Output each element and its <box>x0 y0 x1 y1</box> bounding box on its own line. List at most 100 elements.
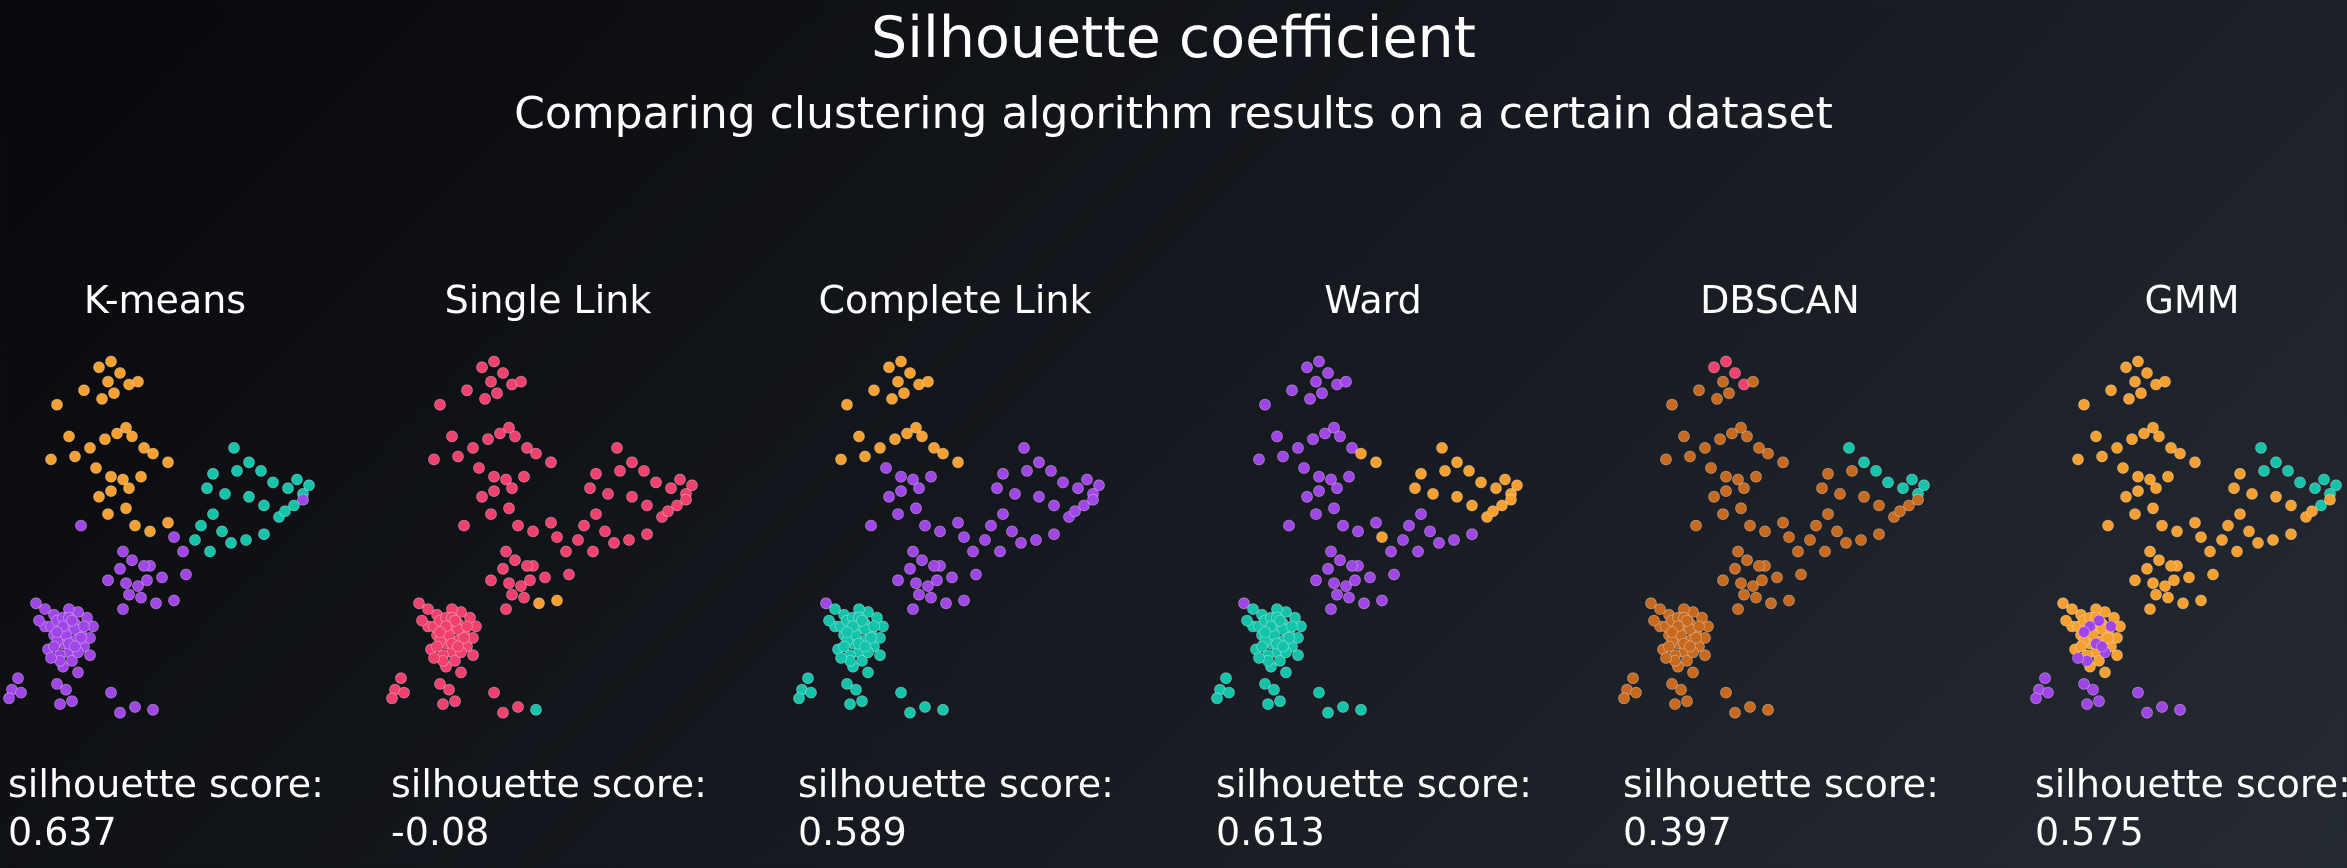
scatter-point <box>2174 703 2186 716</box>
scatter-point <box>551 531 563 544</box>
scatter-point <box>1843 442 1855 454</box>
scatter-point <box>1708 361 1720 374</box>
scatter-point <box>201 482 213 495</box>
scatter-point <box>150 597 162 610</box>
scatter-point <box>1271 430 1283 443</box>
scatter-point <box>2171 525 2183 538</box>
scatter-point <box>901 427 913 440</box>
scatter-point <box>2156 519 2168 532</box>
scatter-point <box>1397 534 1409 546</box>
scatter-point <box>1334 554 1346 567</box>
scatter-point <box>1292 649 1304 662</box>
scatter-point <box>114 367 126 379</box>
scatter-point <box>69 450 81 463</box>
scatter-panel: Single Link silhouette score: -0.08 <box>383 270 773 868</box>
scatter-point <box>2159 580 2171 593</box>
scatter-point <box>910 577 922 590</box>
scatter-point <box>1313 686 1325 699</box>
scatter-point <box>841 398 853 411</box>
scatter-point <box>75 631 87 644</box>
scatter-point <box>2324 493 2336 506</box>
scatter-point <box>84 442 96 454</box>
scatter-point <box>1771 571 1783 584</box>
scatter-point <box>2204 545 2216 558</box>
scatter-point <box>527 525 539 538</box>
scatter-point <box>862 666 874 679</box>
scatter-point <box>1855 534 1867 546</box>
scatter-point <box>1048 528 1060 541</box>
scatter-point <box>1870 465 1882 477</box>
scatter-point <box>488 355 500 368</box>
scatter-point <box>2195 531 2207 544</box>
scatter-point <box>500 545 512 558</box>
scatter-point <box>1223 686 1235 699</box>
scatter-point <box>488 485 500 498</box>
scatter-point <box>105 470 117 483</box>
scatter-point <box>473 462 485 474</box>
scatter-point <box>1328 577 1340 590</box>
scatter-plot <box>1211 355 1523 719</box>
scatter-point <box>1630 686 1642 699</box>
scatter-point <box>892 375 904 388</box>
scatter-point <box>2093 654 2105 667</box>
scatter-point <box>1717 508 1729 521</box>
scatter-point <box>1030 534 1042 546</box>
scatter-point <box>985 519 997 532</box>
scatter-point <box>1783 594 1795 607</box>
scatter-point <box>2132 355 2144 368</box>
scatter-point <box>1274 695 1286 708</box>
scatter-point <box>2141 367 2153 379</box>
scatter-point <box>1858 456 1870 469</box>
scatter-point <box>2177 597 2189 610</box>
scatter-point <box>1081 473 1093 486</box>
scatter-point <box>1304 393 1316 405</box>
scatter-point <box>123 482 135 495</box>
scatter-point <box>1720 355 1732 368</box>
scatter-point <box>970 568 982 581</box>
scatter-point <box>2144 545 2156 558</box>
scatter-point <box>1048 499 1060 512</box>
scatter-point <box>1349 574 1361 587</box>
scatter-point <box>979 534 991 546</box>
scatter-point <box>1741 430 1753 443</box>
scatter-point <box>1346 442 1358 454</box>
scatter-point <box>207 508 219 521</box>
scatter-point <box>72 666 84 679</box>
scatter-point <box>147 447 159 460</box>
scatter-point <box>1831 525 1843 538</box>
scatter-point <box>54 698 66 711</box>
scatter-point <box>2111 442 2123 454</box>
scatter-point <box>398 686 410 699</box>
scatter-point <box>680 493 692 506</box>
scatter-point <box>1894 505 1906 518</box>
scatter-point <box>434 398 446 411</box>
scatter-point <box>913 588 925 601</box>
scatter-point <box>1618 692 1630 705</box>
scatter-point <box>1738 588 1750 601</box>
scatter-point <box>1355 447 1367 460</box>
scatter-point <box>2096 450 2108 463</box>
silhouette-score-value: -0.08 <box>391 810 490 854</box>
scatter-point <box>1681 614 1693 627</box>
scatter-point <box>1487 505 1499 518</box>
scatter-point <box>120 577 132 590</box>
scatter-point <box>1663 640 1675 653</box>
scatter-point <box>303 479 315 492</box>
scatter-point <box>2117 462 2129 474</box>
scatter-point <box>141 574 153 587</box>
scatter-point <box>907 473 919 486</box>
scatter-point <box>1343 470 1355 483</box>
scatter-point <box>856 654 868 667</box>
scatter-point <box>2222 519 2234 532</box>
scatter-point <box>1286 620 1298 633</box>
scatter-point <box>482 433 494 446</box>
chart-subtitle: Comparing clustering algorithm results o… <box>514 88 1833 139</box>
silhouette-score-value: 0.589 <box>798 810 907 854</box>
scatter-point <box>1268 683 1280 696</box>
scatter-point <box>446 430 458 443</box>
scatter-point <box>228 442 240 454</box>
scatter-point <box>895 355 907 368</box>
scatter-point <box>1006 525 1018 538</box>
scatter-point <box>2132 686 2144 699</box>
scatter-point <box>928 559 940 572</box>
